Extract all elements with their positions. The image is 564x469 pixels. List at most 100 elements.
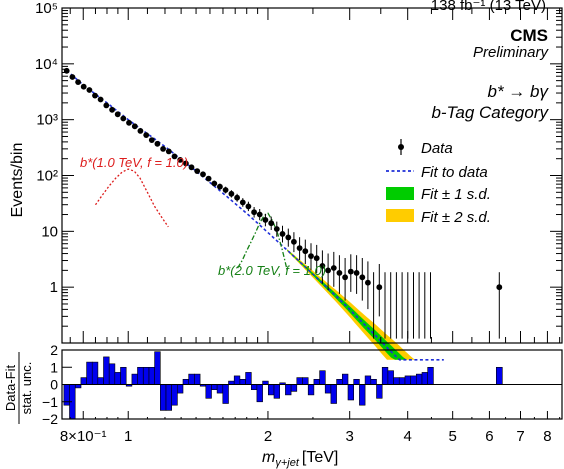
x-tick-label: 3 <box>346 428 354 445</box>
lumi-label: 138 fb⁻¹ (13 TeV) <box>431 0 546 14</box>
pull-bar <box>120 366 127 385</box>
pull-axis-title-line1: Data-Fit <box>3 364 18 411</box>
pull-bar <box>228 380 235 385</box>
pull-bar <box>182 378 189 385</box>
pull-bar <box>262 380 269 385</box>
pull-bar <box>251 384 258 390</box>
pull-bar <box>256 384 263 403</box>
data-point <box>239 199 246 206</box>
data-point <box>222 187 229 193</box>
pull-bar <box>137 366 144 385</box>
x-axis-title-sub: γ+jet <box>275 457 299 469</box>
pull-bar <box>347 384 354 401</box>
y-tick-label: 10² <box>36 168 58 185</box>
data-point <box>496 284 503 291</box>
pull-bar <box>313 378 320 385</box>
pull-bar <box>387 370 394 385</box>
data-point <box>103 102 110 109</box>
pull-bar <box>148 366 155 385</box>
data-point <box>308 253 314 259</box>
legend-data: Data <box>398 139 453 157</box>
data-point <box>251 209 257 216</box>
legend-label-fit: Fit to data <box>421 164 488 181</box>
pull-bar <box>285 384 292 396</box>
legend-1sd-swatch <box>386 187 414 200</box>
x-tick-label: 6 <box>485 428 493 445</box>
data-point <box>109 106 115 113</box>
data-point <box>75 79 81 85</box>
pull-bar <box>160 384 167 411</box>
data-point <box>262 217 269 223</box>
signal-curves <box>94 168 288 271</box>
data-point <box>313 255 320 262</box>
pull-bar <box>143 366 150 385</box>
data-point <box>256 211 263 218</box>
pull-bar <box>302 377 309 385</box>
data-point <box>183 160 189 167</box>
data-point <box>120 115 127 122</box>
pull-y-tick-label: −1 <box>42 394 58 410</box>
signal-2tev-curve <box>237 212 288 271</box>
pull-bar <box>267 384 275 396</box>
data-point <box>325 267 331 274</box>
data-point <box>319 263 326 269</box>
data-point <box>296 245 303 252</box>
data-point <box>194 168 201 175</box>
pull-bar <box>370 378 377 385</box>
pull-bar <box>319 370 326 385</box>
pull-bar <box>415 373 423 385</box>
pull-bar <box>80 377 87 385</box>
y-tick-label: 10 <box>41 223 58 240</box>
pull-bar <box>404 375 411 385</box>
pull-bar <box>108 363 116 385</box>
data-point <box>137 127 144 134</box>
data-point <box>376 284 383 291</box>
pull-bar <box>398 377 406 385</box>
pull-bar <box>330 384 337 404</box>
x-tick-label: 4 <box>404 428 412 445</box>
y-tick-label: 1 <box>50 279 58 296</box>
legend-label-data: Data <box>421 140 453 157</box>
pull-y-tick-label: 0 <box>50 377 58 393</box>
x-axis-title-m: m <box>262 449 275 466</box>
pull-bar <box>296 377 303 385</box>
data-point <box>154 140 161 147</box>
legend: Data Fit to data Fit ± 1 s.d. Fit ± 2 s.… <box>386 139 491 226</box>
pull-bar <box>324 384 332 394</box>
pull-bar <box>381 366 389 385</box>
legend-2sd-swatch <box>386 209 414 222</box>
pull-bar <box>336 378 343 385</box>
axes <box>61 7 563 420</box>
pull-bar <box>188 373 195 385</box>
data-point <box>365 279 371 286</box>
data-point <box>126 119 132 126</box>
data-point <box>347 268 354 275</box>
data-points <box>63 67 503 339</box>
data-point <box>148 137 155 144</box>
pull-bar <box>177 384 184 394</box>
x-tick-label: 1 <box>124 428 132 445</box>
pull-bar <box>91 361 99 385</box>
x-tick-label: 8×10⁻¹ <box>60 428 107 445</box>
pull-bar <box>410 375 417 385</box>
data-point <box>228 190 235 197</box>
y-tick-label: 10³ <box>36 112 58 129</box>
data-point <box>245 203 252 210</box>
signal-1tev-curve <box>94 168 169 228</box>
data-point <box>285 234 292 241</box>
pull-bar <box>233 375 241 385</box>
pull-bar <box>359 384 366 406</box>
experiment-label: CMS <box>510 26 548 45</box>
pull-bar <box>131 373 138 385</box>
data-point <box>200 171 206 178</box>
legend-label-1sd: Fit ± 1 s.d. <box>421 186 491 203</box>
pull-bar <box>245 372 252 385</box>
pull-bar <box>364 375 372 385</box>
pull-bar <box>114 372 121 385</box>
pull-bar <box>75 384 82 389</box>
pull-bar <box>341 373 349 385</box>
pull-bar <box>376 384 383 399</box>
data-point <box>342 274 348 281</box>
